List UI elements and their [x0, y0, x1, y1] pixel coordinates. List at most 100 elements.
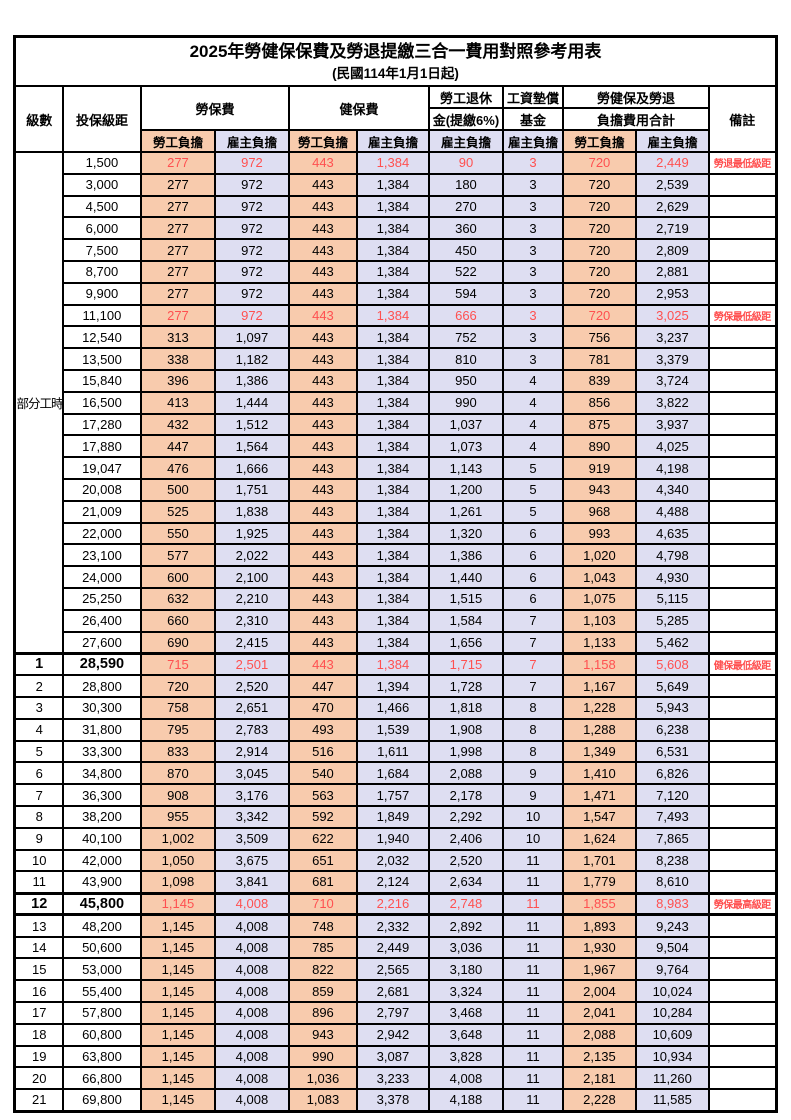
value-cell-labor-employee: 1,145 [139, 957, 216, 982]
value-cell-health-employer: 2,681 [355, 979, 430, 1004]
col-header-total-line2: 負擔費用合計 [561, 107, 710, 131]
value-cell-pension-employer: 1,715 [427, 651, 504, 677]
value-cell-health-employee: 443 [287, 281, 358, 306]
value-cell-health-employee: 470 [287, 695, 358, 720]
value-cell-labor-employer: 4,008 [213, 1066, 290, 1091]
value-cell-total-employer: 2,449 [634, 151, 710, 175]
value-cell-health-employee: 443 [287, 368, 358, 393]
value-cell-health-employer: 2,216 [355, 891, 430, 917]
value-cell-total-employer: 2,539 [634, 172, 710, 197]
value-cell-total-employer: 10,609 [634, 1022, 710, 1047]
value-cell-total-employer: 6,238 [634, 717, 710, 742]
table-row: 4 31,800 795 2,783 493 1,539 1,908 8 1,288 6,238 [13, 717, 778, 742]
col-header-total-line1: 勞健保及勞退 [561, 85, 710, 109]
bracket-cell: 50,600 [61, 935, 142, 960]
value-cell-pension-employer: 450 [427, 238, 504, 262]
remark-cell [707, 434, 778, 459]
value-cell-total-employer: 10,934 [634, 1044, 710, 1069]
value-cell-health-employer: 1,384 [355, 325, 430, 350]
value-cell-total-employer: 5,608 [634, 651, 710, 677]
value-cell-labor-employer: 972 [213, 216, 290, 241]
value-cell-health-employee: 443 [287, 434, 358, 459]
bracket-cell: 43,900 [61, 870, 142, 895]
value-cell-health-employer: 1,384 [355, 281, 430, 306]
bracket-cell: 34,800 [61, 761, 142, 786]
value-cell-pension-employer: 3,036 [427, 935, 504, 960]
remark-cell [707, 717, 778, 742]
value-cell-total-employee: 993 [561, 521, 637, 546]
remark-cell [707, 412, 778, 437]
value-cell-wage-fund-employer: 5 [501, 456, 564, 480]
remark-cell [707, 1044, 778, 1069]
value-cell-wage-fund-employer: 11 [501, 870, 564, 895]
value-cell-labor-employee: 277 [139, 151, 216, 175]
level-cell: 18 [13, 1022, 64, 1047]
value-cell-pension-employer: 810 [427, 347, 504, 371]
remark-cell [707, 826, 778, 851]
bracket-cell: 8,700 [61, 259, 142, 284]
value-cell-total-employer: 3,937 [634, 412, 710, 437]
value-cell-wage-fund-employer: 11 [501, 979, 564, 1004]
value-cell-pension-employer: 1,584 [427, 608, 504, 633]
value-cell-total-employer: 2,719 [634, 216, 710, 241]
remark-cell: 勞保最低級距 [707, 303, 778, 328]
value-cell-wage-fund-employer: 11 [501, 1066, 564, 1091]
value-cell-total-employee: 720 [561, 216, 637, 241]
table-row: 17,880 447 1,564 443 1,384 1,073 4 890 4,025 [15, 434, 778, 459]
value-cell-health-employer: 1,384 [355, 368, 430, 393]
value-cell-wage-fund-employer: 9 [501, 761, 564, 786]
remark-cell [707, 259, 778, 284]
value-cell-wage-fund-employer: 4 [501, 434, 564, 459]
value-cell-total-employee: 720 [561, 151, 637, 175]
value-cell-total-employee: 1,547 [561, 804, 637, 829]
value-cell-total-employer: 4,930 [634, 565, 710, 589]
value-cell-wage-fund-employer: 3 [501, 238, 564, 262]
value-cell-labor-employer: 4,008 [213, 913, 290, 938]
page-title: 2025年勞健保保費及勞退提繳三合一費用對照參考用表 [189, 42, 602, 61]
value-cell-labor-employer: 4,008 [213, 891, 290, 917]
value-cell-total-employee: 1,855 [561, 891, 637, 917]
bracket-cell: 27,600 [61, 630, 142, 655]
value-cell-wage-fund-employer: 7 [501, 608, 564, 633]
value-cell-labor-employee: 277 [139, 216, 216, 241]
remark-cell [707, 194, 778, 219]
table-row: 1 28,590 715 2,501 443 1,384 1,715 7 1,158 5,608 健… [13, 651, 778, 677]
value-cell-pension-employer: 3,468 [427, 1001, 504, 1025]
value-cell-labor-employee: 1,145 [139, 891, 216, 917]
value-cell-labor-employee: 720 [139, 674, 216, 698]
value-cell-pension-employer: 1,818 [427, 695, 504, 720]
value-cell-labor-employer: 4,008 [213, 1022, 290, 1047]
value-cell-pension-employer: 1,908 [427, 717, 504, 742]
value-cell-total-employee: 720 [561, 281, 637, 306]
remark-cell [707, 172, 778, 197]
value-cell-total-employer: 3,379 [634, 347, 710, 371]
value-cell-health-employer: 1,384 [355, 586, 430, 611]
value-cell-health-employer: 1,384 [355, 651, 430, 677]
table-row: 8 38,200 955 3,342 592 1,849 2,292 10 1,547 7,493 [13, 804, 778, 829]
value-cell-labor-employer: 972 [213, 172, 290, 197]
value-cell-health-employer: 1,466 [355, 695, 430, 720]
value-cell-health-employer: 1,384 [355, 238, 430, 262]
value-cell-health-employer: 3,087 [355, 1044, 430, 1069]
value-cell-labor-employee: 690 [139, 630, 216, 655]
value-cell-health-employer: 1,384 [355, 521, 430, 546]
bracket-cell: 25,250 [61, 586, 142, 611]
value-cell-labor-employer: 4,008 [213, 1088, 290, 1113]
value-cell-health-employer: 1,384 [355, 434, 430, 459]
value-cell-total-employee: 720 [561, 238, 637, 262]
value-cell-labor-employer: 2,022 [213, 543, 290, 568]
value-cell-pension-employer: 2,292 [427, 804, 504, 829]
value-cell-labor-employer: 1,751 [213, 477, 290, 502]
remark-cell [707, 1001, 778, 1025]
table-row: 23,100 577 2,022 443 1,384 1,386 6 1,020 4,798 [15, 543, 778, 568]
value-cell-health-employee: 859 [287, 979, 358, 1004]
bracket-cell: 69,800 [61, 1088, 142, 1113]
value-cell-wage-fund-employer: 3 [501, 303, 564, 328]
value-cell-total-employer: 9,504 [634, 935, 710, 960]
subheader-labor-employee: 勞工負擔 [139, 129, 216, 153]
value-cell-wage-fund-employer: 4 [501, 368, 564, 393]
value-cell-total-employer: 6,826 [634, 761, 710, 786]
value-cell-wage-fund-employer: 11 [501, 957, 564, 982]
level-cell: 14 [13, 935, 64, 960]
value-cell-total-employee: 1,020 [561, 543, 637, 568]
